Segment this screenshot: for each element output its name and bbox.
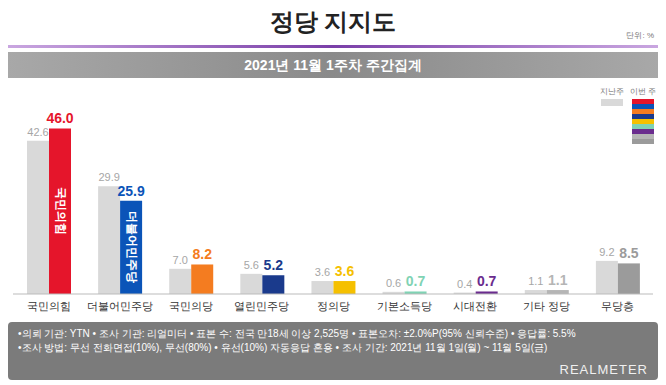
svg-text:더불어민주당: 더불어민주당 — [87, 300, 153, 312]
html-text:지난주: 지난주 — [599, 87, 624, 96]
svg-text:1.1: 1.1 — [548, 272, 568, 288]
svg-text:국민의당: 국민의당 — [169, 300, 213, 312]
svg-text:0.4: 0.4 — [457, 278, 472, 290]
svg-text:시대전환: 시대전환 — [453, 300, 497, 312]
svg-text:46.0: 46.0 — [46, 110, 73, 126]
svg-text:8.2: 8.2 — [192, 246, 212, 262]
svg-text:3.6: 3.6 — [335, 263, 355, 279]
html-text:단위: %: 단위: % — [626, 31, 654, 40]
svg-text:무당층: 무당층 — [601, 300, 634, 312]
svg-text:국민의힘: 국민의힘 — [54, 187, 68, 235]
svg-text:0.7: 0.7 — [406, 273, 426, 289]
svg-text:기본소득당: 기본소득당 — [377, 300, 432, 312]
svg-text:7.0: 7.0 — [173, 254, 188, 266]
svg-text:0.7: 0.7 — [477, 273, 497, 289]
html-text:이번 주: 이번 주 — [629, 87, 656, 96]
svg-text:5.6: 5.6 — [244, 259, 259, 271]
svg-text:국민의힘: 국민의힘 — [27, 300, 71, 312]
svg-text:25.9: 25.9 — [117, 183, 144, 199]
svg-text:정의당: 정의당 — [317, 300, 350, 312]
svg-text:0.6: 0.6 — [386, 277, 401, 289]
svg-text:3.6: 3.6 — [315, 266, 330, 278]
html-text:•의뢰 기관: YTN • 조사 기관: 리얼미터 • 표본: •의뢰 기관: YTN • 조사 기관: 리얼미터 • 표본 수: 전국 만18… — [18, 328, 576, 339]
html-text:2021년 11월 1주차 주간집계: 2021년 11월 1주차 주간집계 — [244, 57, 422, 73]
svg-text:기타 정당: 기타 정당 — [523, 300, 570, 312]
html-text:정당 지지도: 정당 지지도 — [269, 8, 397, 35]
svg-text:9.2: 9.2 — [599, 246, 614, 258]
svg-text:1.1: 1.1 — [528, 275, 543, 287]
svg-text:5.2: 5.2 — [264, 257, 284, 273]
svg-text:열린민주당: 열린민주당 — [234, 300, 289, 312]
svg-text:8.5: 8.5 — [619, 245, 639, 261]
html-text:•조사 방법: 무선 전화면접(10%), 무선(80%): •조사 방법: 무선 전화면접(10%), 무선(80%) • 유선(10%) … — [18, 342, 548, 353]
svg-text:더불어민주당: 더불어민주당 — [125, 211, 139, 283]
html-text:REALMETER: REALMETER — [559, 362, 648, 377]
svg-text:42.6: 42.6 — [27, 126, 48, 138]
svg-text:29.9: 29.9 — [98, 171, 119, 183]
